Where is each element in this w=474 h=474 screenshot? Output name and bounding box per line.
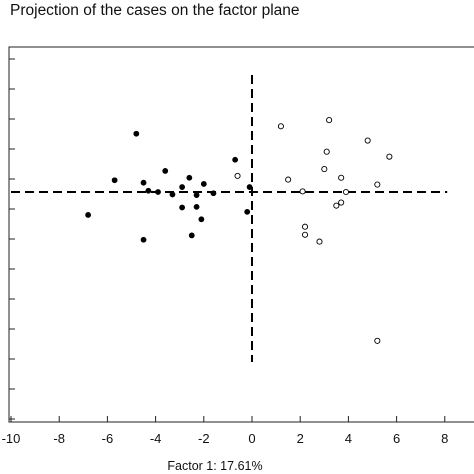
open-point xyxy=(374,181,381,188)
open-point xyxy=(374,337,381,344)
chart-title: Projection of the cases on the factor pl… xyxy=(10,2,300,19)
open-point xyxy=(326,117,333,124)
x-tick-label: -6 xyxy=(102,431,114,446)
x-axis-ticks xyxy=(10,416,446,422)
open-point xyxy=(234,172,241,179)
x-tick-label: -4 xyxy=(150,431,162,446)
filled-point xyxy=(179,184,186,190)
filled-point xyxy=(244,208,251,215)
x-tick-label: 4 xyxy=(345,431,352,446)
open-point xyxy=(316,238,323,245)
plot-frame xyxy=(8,46,474,423)
open-point xyxy=(321,166,328,173)
open-point xyxy=(301,223,309,230)
filled-point xyxy=(210,190,217,197)
open-point xyxy=(323,148,330,155)
filled-point xyxy=(111,177,118,184)
open-point xyxy=(285,176,292,183)
open-point xyxy=(299,188,306,195)
open-point xyxy=(301,231,309,238)
x-tick-label: 2 xyxy=(297,431,304,446)
x-tick-label: 0 xyxy=(248,431,255,446)
filled-point xyxy=(232,156,239,163)
data-points xyxy=(85,117,393,344)
x-tick-label: -10 xyxy=(2,431,21,446)
filled-point xyxy=(140,179,147,186)
x-tick-label: 8 xyxy=(441,431,448,446)
filled-point xyxy=(169,191,176,198)
filled-point xyxy=(188,232,195,239)
filled-point xyxy=(133,130,140,137)
open-point xyxy=(342,188,350,196)
filled-point xyxy=(162,168,169,174)
filled-point xyxy=(85,212,92,218)
open-point xyxy=(338,199,345,206)
open-point xyxy=(333,202,340,209)
open-point xyxy=(364,137,371,144)
x-tick-label: -2 xyxy=(198,431,210,446)
open-point xyxy=(277,123,284,130)
filled-point xyxy=(145,187,152,194)
x-tick-label: 6 xyxy=(393,431,400,446)
open-point xyxy=(338,174,345,181)
filled-point xyxy=(179,204,186,211)
filled-point xyxy=(140,236,147,243)
filled-point xyxy=(200,181,207,187)
filled-point xyxy=(155,189,161,195)
x-tick-labels: -10 -8 -6 -4 -2 0 2 4 6 8 xyxy=(2,431,449,446)
filled-point xyxy=(193,192,200,198)
open-point xyxy=(386,153,393,160)
y-axis-ticks xyxy=(9,58,15,420)
filled-point xyxy=(186,174,193,181)
x-axis-label: Factor 1: 17.61% xyxy=(167,459,262,473)
filled-point xyxy=(198,216,205,223)
filled-point xyxy=(246,184,253,190)
filled-point xyxy=(193,203,200,210)
x-tick-label: -8 xyxy=(53,431,65,446)
